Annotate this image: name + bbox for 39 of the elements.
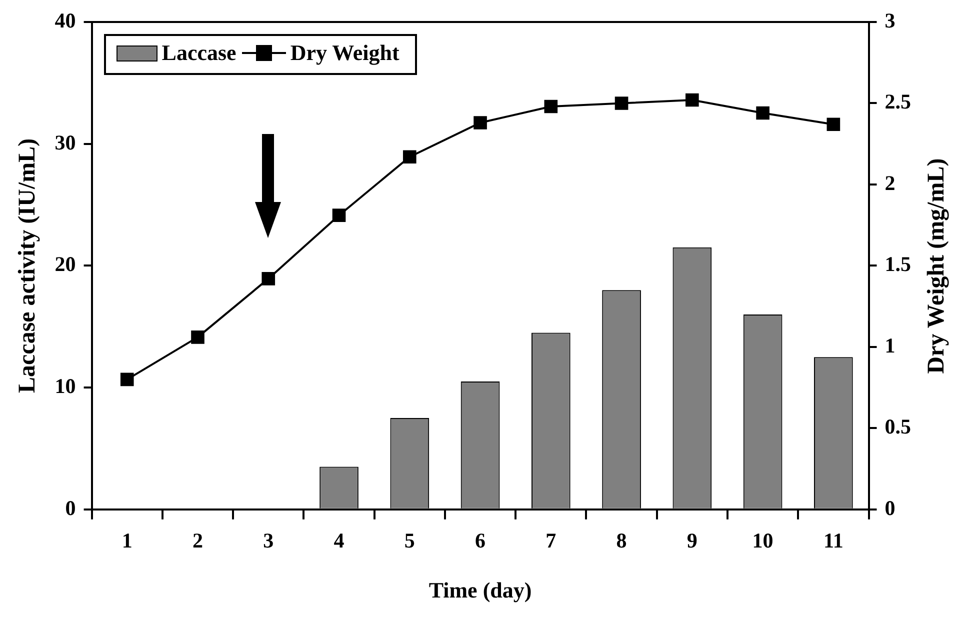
y2-tick-label: 1 <box>884 333 896 358</box>
point <box>686 93 699 107</box>
y2-tick-label: 1.5 <box>884 252 911 276</box>
y2-tick-label: 2.5 <box>884 90 911 114</box>
y-tick-label: 40 <box>54 8 76 32</box>
y2-axis-title: Dry Weight (mg/mL) <box>924 158 950 374</box>
x-tick-label: 7 <box>546 528 556 552</box>
x-axis-title: Time (day) <box>428 577 532 602</box>
x-tick-label: 10 <box>752 528 774 552</box>
point <box>614 96 628 110</box>
x-tick-label: 9 <box>686 528 698 552</box>
x-tick-label: 2 <box>192 528 203 552</box>
y-tick-label: 20 <box>54 252 76 276</box>
legend-label: Laccase <box>162 40 236 66</box>
point <box>756 106 770 120</box>
x-tick-label: 1 <box>122 528 132 552</box>
x-tick-label: 8 <box>616 528 627 552</box>
x-tick-label: 11 <box>824 528 844 552</box>
point <box>544 100 558 114</box>
point <box>826 118 840 132</box>
y-tick-label: 10 <box>54 374 76 398</box>
y2-tick-label: 3 <box>884 8 896 32</box>
x-tick-label: 3 <box>263 528 274 552</box>
x-tick-label: 6 <box>475 528 486 552</box>
point <box>262 272 276 286</box>
point <box>332 208 346 222</box>
point <box>474 116 487 130</box>
y-tick-label: 30 <box>54 130 76 154</box>
legend-label: Dry Weight <box>290 40 400 66</box>
x-tick-label: 5 <box>404 528 415 552</box>
y2-tick-label: 0.5 <box>884 414 911 439</box>
point <box>402 150 416 164</box>
y2-tick-label: 2 <box>884 170 896 195</box>
point <box>120 372 134 386</box>
y2-tick-label: 0 <box>884 496 896 520</box>
y-axis-title: Laccase activity (IU/mL) <box>14 138 41 394</box>
y-tick-label: 0 <box>65 496 76 520</box>
x-tick-label: 4 <box>334 528 345 552</box>
point <box>191 330 204 344</box>
